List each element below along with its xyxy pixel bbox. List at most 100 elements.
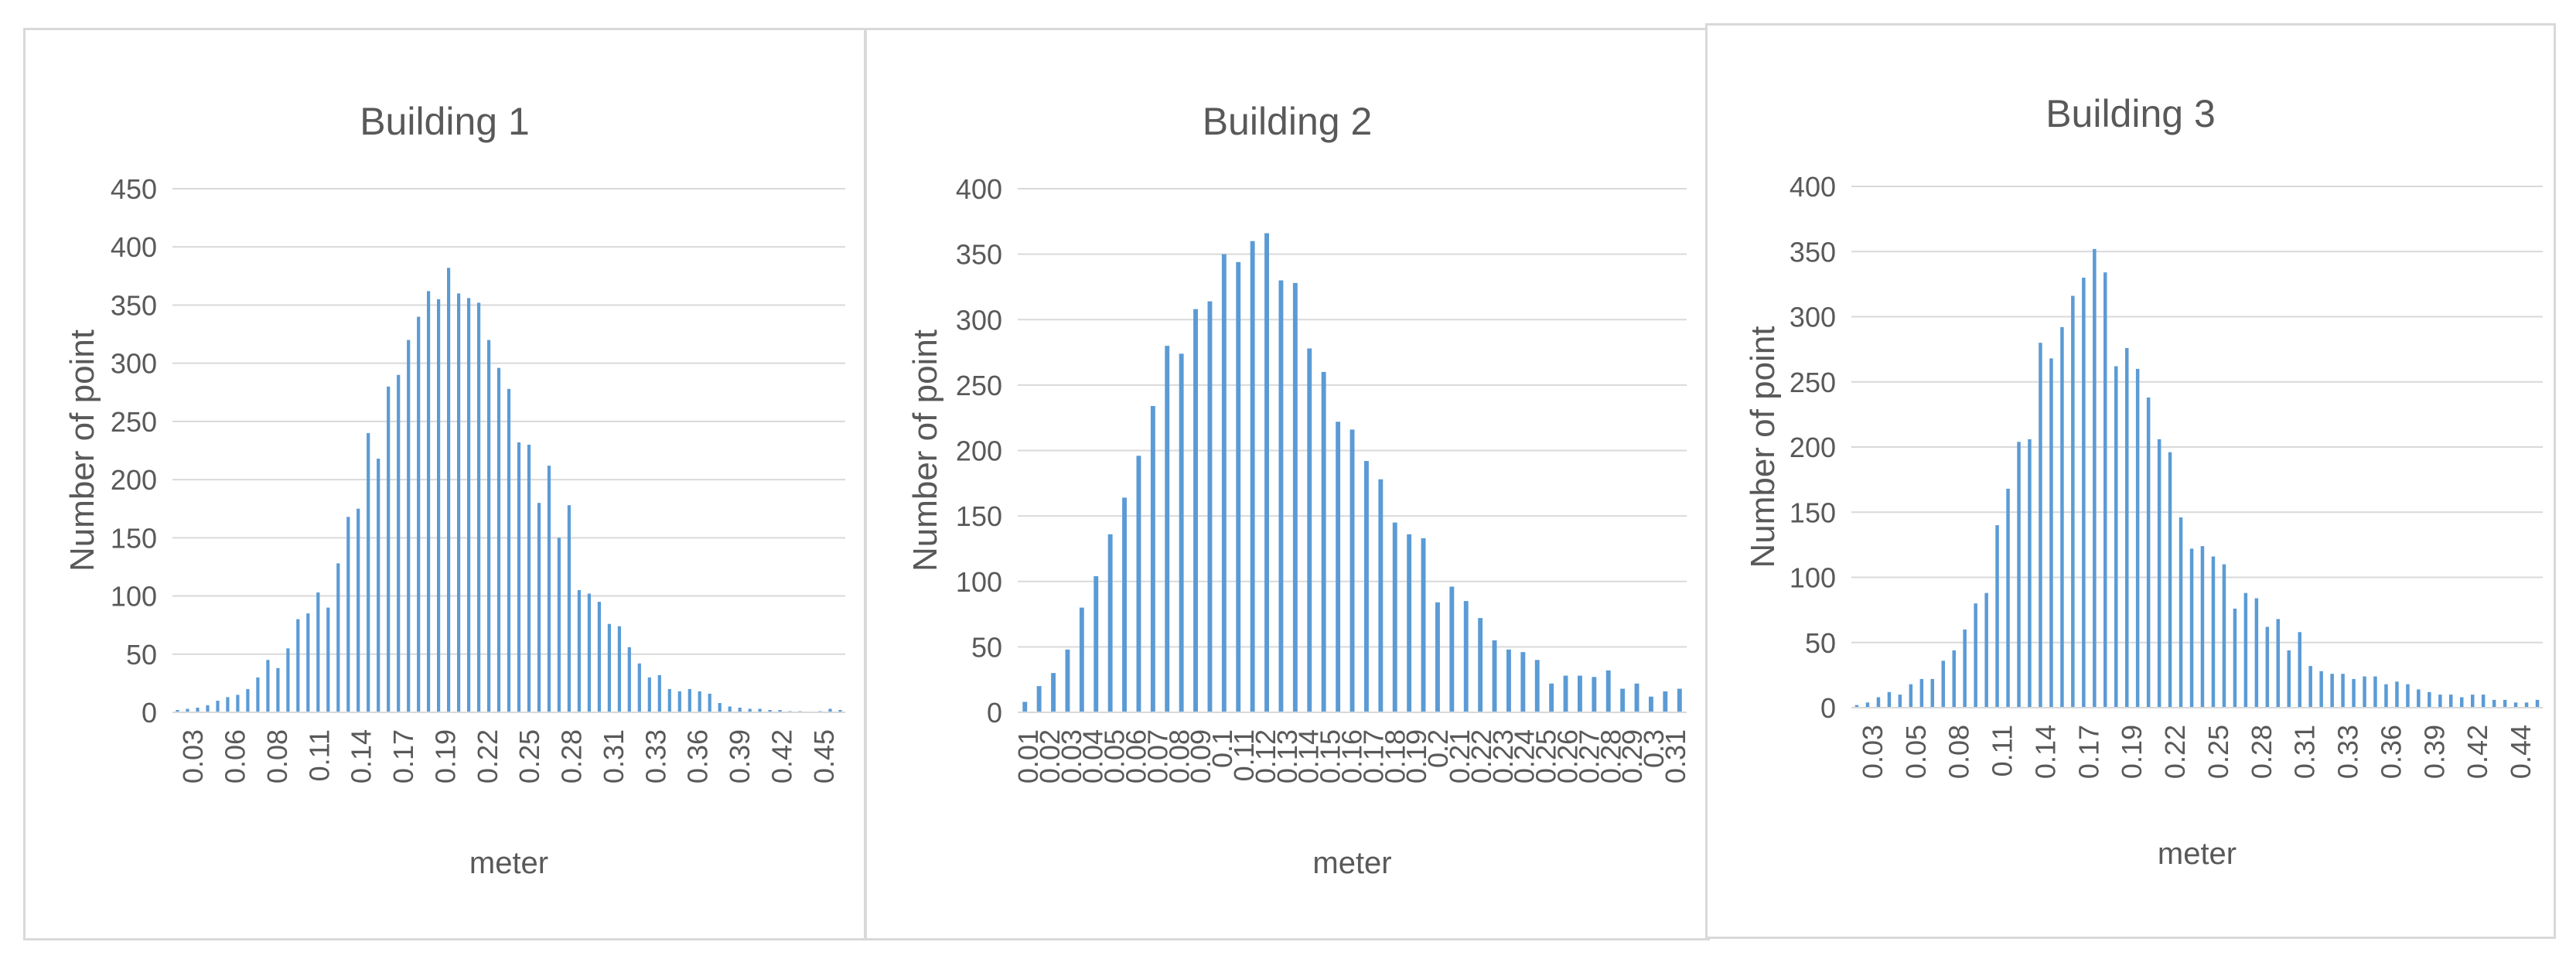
- bar: [698, 691, 701, 712]
- bar: [1663, 691, 1668, 712]
- bar: [2460, 697, 2464, 708]
- y-tick-label: 450: [111, 173, 157, 205]
- bar: [196, 708, 200, 712]
- x-tick-label: 0.01: [1012, 729, 1044, 783]
- bar: [1592, 677, 1597, 712]
- bar: [1136, 456, 1141, 712]
- bar: [216, 701, 220, 712]
- y-tick-label: 100: [111, 581, 157, 613]
- bar: [567, 505, 571, 712]
- bar: [1065, 649, 1070, 712]
- bar: [2200, 546, 2205, 708]
- x-tick-label: 0.08: [1163, 729, 1195, 783]
- bar: [2243, 592, 2248, 708]
- bar: [1520, 652, 1526, 712]
- y-tick-label: 200: [956, 435, 1002, 467]
- y-tick-label: 0: [1820, 692, 1836, 724]
- x-tick-label: 0.36: [682, 729, 714, 783]
- bar: [718, 703, 722, 712]
- x-tick-label: 0.28: [556, 729, 588, 783]
- bar: [2481, 695, 2486, 708]
- bar: [256, 677, 260, 712]
- bar: [326, 607, 330, 712]
- bar: [2298, 632, 2301, 708]
- x-tick-label: 0.05: [1099, 729, 1131, 783]
- x-axis-label: meter: [1312, 846, 1391, 880]
- x-tick-label: 0.17: [2073, 725, 2104, 779]
- bar: [1634, 683, 1639, 712]
- bar: [2524, 702, 2529, 708]
- bar: [597, 602, 601, 712]
- bar: [306, 613, 310, 712]
- bar: [2222, 564, 2226, 708]
- bar: [266, 660, 270, 712]
- x-tick-label: 0.28: [2246, 725, 2277, 779]
- x-tick-label: 0.36: [2375, 725, 2407, 779]
- bar: [2513, 702, 2518, 708]
- bar: [1207, 301, 1213, 713]
- y-tick-label: 350: [111, 289, 157, 321]
- bar: [2060, 327, 2064, 708]
- bar: [1278, 280, 1284, 712]
- x-tick-label: 0.26: [1552, 729, 1584, 783]
- bar: [2276, 619, 2280, 708]
- y-tick-label: 0: [142, 697, 157, 729]
- bar: [828, 708, 832, 712]
- x-tick-label: 0.13: [1271, 729, 1303, 783]
- x-tick-label: 0.08: [1943, 725, 1975, 779]
- y-tick-label: 250: [956, 370, 1002, 401]
- bar: [2017, 442, 2021, 708]
- bar: [1094, 576, 1099, 712]
- chart-panel-building-1: Building 1 0 50 100 150 200 250 300 350 400 450 0.0…: [23, 28, 866, 940]
- x-tick-label: 0.18: [1379, 729, 1411, 783]
- y-tick-label: 150: [1790, 497, 1836, 528]
- x-tick-label: 0.22: [1465, 729, 1497, 783]
- bar: [226, 697, 230, 712]
- bar: [778, 710, 782, 712]
- x-tick-label: 0.33: [640, 729, 671, 783]
- bar: [517, 442, 521, 712]
- x-tick-label: 0.19: [2116, 725, 2148, 779]
- x-tick-label: 0.06: [1120, 729, 1152, 783]
- bar: [2330, 674, 2334, 708]
- bar: [1107, 534, 1113, 712]
- bar: [1292, 282, 1298, 712]
- x-tick-label: 0.02: [1034, 729, 1066, 783]
- x-tick-label: 0.29: [1616, 729, 1648, 783]
- bar: [467, 298, 471, 712]
- bar: [768, 710, 772, 712]
- bar: [286, 648, 290, 712]
- x-tick-label: 0.09: [1185, 729, 1216, 783]
- x-tick-label: 0.04: [1077, 729, 1109, 783]
- bar: [1193, 309, 1198, 712]
- chart-building-2: Building 20501001502002503003504000.010.…: [906, 100, 1691, 880]
- bar: [1036, 686, 1042, 712]
- x-tick-label: 0.39: [2418, 725, 2450, 779]
- x-tick-label: 0.44: [2505, 725, 2537, 779]
- chart-panel-building-2: Building 2 0 50 100 150 200 250 300 350 400 0.01 0.…: [865, 28, 1710, 940]
- bar: [1022, 701, 1028, 712]
- bar: [2114, 366, 2118, 708]
- bar: [1952, 650, 1956, 708]
- bar: [617, 626, 621, 712]
- x-tick-label: 0.24: [1509, 729, 1540, 783]
- bar: [738, 708, 742, 712]
- bar: [1463, 601, 1469, 712]
- y-tick-label: 50: [126, 639, 157, 671]
- bar: [367, 432, 370, 712]
- bar: [1079, 607, 1084, 712]
- bar: [2287, 650, 2291, 708]
- bar: [1549, 683, 1554, 712]
- x-tick-label: 0.1: [1206, 729, 1238, 768]
- chart-building-3: Building 3 0 50 100 150 200 250 300 350 400 0.03 0.…: [1744, 92, 2543, 871]
- bar: [2373, 676, 2377, 708]
- bar: [427, 291, 431, 712]
- bar: [2039, 343, 2042, 708]
- chart-title: Building 1: [360, 100, 530, 143]
- x-tick-label: 0.3: [1638, 729, 1670, 768]
- y-tick-label: 150: [111, 522, 157, 554]
- x-tick-label: 0.14: [1293, 729, 1325, 783]
- bar: [2049, 358, 2053, 708]
- bar: [2125, 347, 2129, 708]
- y-tick-label: 150: [956, 500, 1002, 532]
